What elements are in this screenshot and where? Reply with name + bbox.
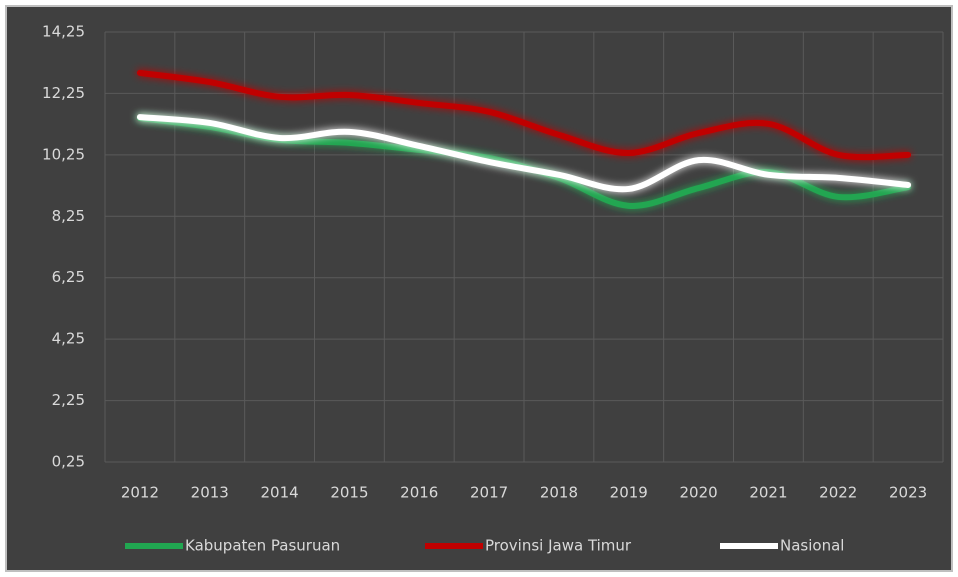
x-tick-label: 2015 — [330, 484, 368, 502]
legend-label: Provinsi Jawa Timur — [485, 537, 632, 555]
x-tick-label: 2012 — [121, 484, 159, 502]
y-tick-label: 2,25 — [52, 391, 85, 409]
y-tick-label: 8,25 — [52, 207, 85, 225]
y-tick-label: 6,25 — [52, 268, 85, 286]
x-tick-label: 2017 — [470, 484, 508, 502]
x-tick-label: 2020 — [679, 484, 717, 502]
x-tick-label: 2013 — [191, 484, 229, 502]
y-tick-label: 0,25 — [52, 453, 85, 471]
y-tick-label: 4,25 — [52, 330, 85, 348]
x-tick-label: 2014 — [260, 484, 298, 502]
x-tick-label: 2016 — [400, 484, 438, 502]
x-tick-label: 2022 — [819, 484, 857, 502]
x-tick-label: 2019 — [610, 484, 648, 502]
legend-label: Nasional — [780, 537, 844, 555]
series-line — [136, 69, 912, 161]
x-tick-label: 2018 — [540, 484, 578, 502]
y-tick-label: 14,25 — [42, 23, 85, 41]
chart-background — [5, 5, 953, 572]
legend-label: Kabupaten Pasuruan — [185, 537, 340, 555]
x-tick-label: 2021 — [749, 484, 787, 502]
series-line — [136, 114, 912, 193]
y-tick-label: 12,25 — [42, 84, 85, 102]
x-tick-label: 2023 — [889, 484, 927, 502]
y-tick-label: 10,25 — [42, 145, 85, 163]
